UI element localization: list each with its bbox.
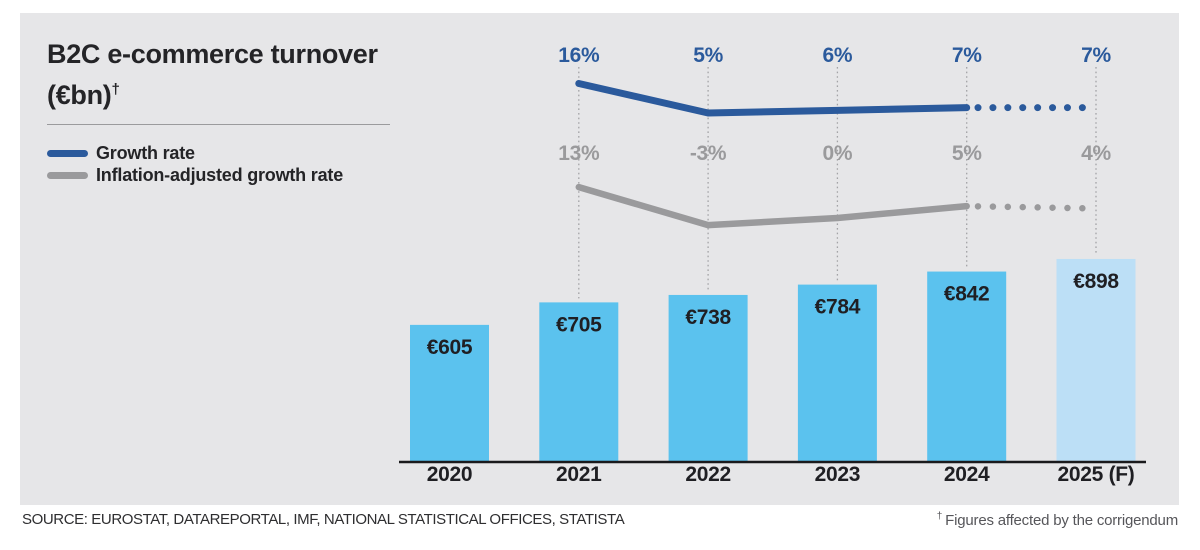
year-label-2025 (F): 2025 (F)	[1058, 463, 1135, 486]
chart-panel: B2C e-commerce turnover (€bn)† Growth ra…	[20, 13, 1179, 505]
bar-value-label-2023: €784	[815, 296, 861, 319]
growth-rate-label-2022: 5%	[693, 44, 723, 67]
chart-title: B2C e-commerce turnover (€bn)†	[47, 37, 378, 113]
growth-rate-label-2021: 16%	[558, 44, 600, 67]
bar-2020	[410, 324, 489, 461]
year-label-2024: 2024	[944, 463, 990, 486]
chart-title-line2: (€bn)†	[47, 80, 120, 110]
inflation-adjusted-label-2025 (F): 4%	[1081, 142, 1111, 165]
growth-rate-label-2023: 6%	[823, 44, 853, 67]
growth-rate-label-2024: 7%	[952, 44, 982, 67]
footer: SOURCE: EUROSTAT, DATAREPORTAL, IMF, NAT…	[22, 511, 1178, 529]
year-label-2023: 2023	[815, 463, 861, 486]
growth-rate-label-2025 (F): 7%	[1081, 44, 1111, 67]
bar-value-label-2022: €738	[685, 306, 731, 329]
inflation-adjusted-label-2021: 13%	[558, 142, 600, 165]
inflation-adjusted-line-forecast-dots	[974, 203, 1101, 212]
bar-2024	[927, 271, 1007, 461]
legend-row-inflation-adjusted: Inflation-adjusted growth rate	[47, 164, 343, 186]
bar-2021	[539, 302, 619, 461]
inflation-adjusted-label-2023: 0%	[823, 142, 853, 165]
growth-rate-line-swatch	[47, 149, 88, 157]
inflation-adjusted-line	[575, 183, 970, 229]
inflation-adjusted-label-2024: 5%	[952, 142, 982, 165]
bar-value-label-2021: €705	[556, 313, 602, 336]
legend-label-growth-rate: Growth rate	[96, 142, 195, 163]
legend: Growth rate Inflation-adjusted growth ra…	[47, 142, 343, 186]
year-label-2020: 2020	[427, 463, 473, 486]
title-divider	[47, 124, 390, 125]
footnote: † Figures affected by the corrigendum	[936, 511, 1178, 529]
bar-value-label-2024: €842	[944, 283, 990, 306]
legend-row-growth-rate: Growth rate	[47, 142, 343, 164]
inflation-adjusted-label-2022: -3%	[690, 142, 727, 165]
bar-2025 (F)	[1056, 258, 1136, 461]
year-label-2022: 2022	[685, 463, 731, 486]
bar-value-label-2025 (F): €898	[1073, 270, 1119, 293]
bar-2023	[797, 284, 877, 461]
inflation-adjusted-line-swatch	[47, 171, 88, 179]
year-label-2021: 2021	[556, 463, 602, 486]
chart-title-line1: B2C e-commerce turnover	[47, 39, 378, 69]
bar-value-label-2020: €605	[427, 336, 473, 359]
source-text: SOURCE: EUROSTAT, DATAREPORTAL, IMF, NAT…	[22, 511, 625, 528]
title-dagger: †	[111, 81, 120, 98]
turnover-growth-chart: €605 2020 €705 2021 16% 13% €738 2022 5% -3% €784 2…	[399, 44, 1146, 486]
legend-label-inflation-adjusted: Inflation-adjusted growth rate	[96, 164, 344, 185]
growth-rate-line	[575, 80, 971, 117]
footnote-dagger: †	[936, 511, 943, 522]
bar-2022	[668, 294, 748, 461]
